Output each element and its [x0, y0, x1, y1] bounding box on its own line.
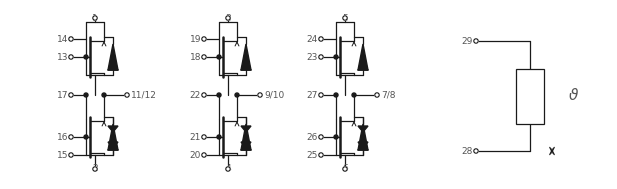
- Text: 15: 15: [57, 150, 68, 160]
- Circle shape: [202, 37, 206, 41]
- Text: 6: 6: [342, 164, 348, 173]
- Circle shape: [343, 16, 347, 20]
- Text: 28: 28: [462, 146, 473, 156]
- Circle shape: [319, 135, 323, 139]
- Circle shape: [69, 153, 73, 157]
- Polygon shape: [108, 142, 118, 148]
- Text: 5: 5: [342, 14, 348, 23]
- Circle shape: [217, 135, 221, 139]
- Text: 20: 20: [189, 150, 201, 160]
- Circle shape: [334, 55, 338, 59]
- Text: 17: 17: [57, 91, 68, 99]
- Circle shape: [202, 153, 206, 157]
- Polygon shape: [358, 126, 368, 132]
- Text: 11/12: 11/12: [131, 91, 157, 99]
- Text: $\vartheta$: $\vartheta$: [568, 87, 579, 103]
- Text: 19: 19: [189, 35, 201, 43]
- Circle shape: [375, 93, 379, 97]
- Circle shape: [226, 167, 230, 171]
- Polygon shape: [358, 44, 368, 70]
- Circle shape: [69, 55, 73, 59]
- Text: 22: 22: [190, 91, 201, 99]
- Circle shape: [102, 93, 106, 97]
- Circle shape: [217, 93, 221, 97]
- Circle shape: [93, 16, 97, 20]
- Text: 1: 1: [92, 14, 98, 23]
- Text: 14: 14: [57, 35, 68, 43]
- Circle shape: [69, 93, 73, 97]
- Text: 9/10: 9/10: [264, 91, 284, 99]
- Polygon shape: [108, 126, 118, 132]
- Text: 3: 3: [225, 14, 231, 23]
- Text: 23: 23: [307, 53, 318, 61]
- Circle shape: [69, 37, 73, 41]
- Text: 25: 25: [307, 150, 318, 160]
- Text: 21: 21: [189, 132, 201, 142]
- Circle shape: [84, 93, 88, 97]
- Polygon shape: [358, 142, 368, 148]
- Circle shape: [125, 93, 129, 97]
- Polygon shape: [108, 124, 118, 150]
- Circle shape: [474, 149, 478, 153]
- Text: 2: 2: [92, 164, 98, 173]
- Circle shape: [202, 55, 206, 59]
- Circle shape: [343, 167, 347, 171]
- Circle shape: [217, 55, 221, 59]
- Circle shape: [319, 153, 323, 157]
- Text: 13: 13: [57, 53, 68, 61]
- Circle shape: [69, 135, 73, 139]
- Text: 7/8: 7/8: [381, 91, 395, 99]
- Circle shape: [319, 55, 323, 59]
- Text: 16: 16: [57, 132, 68, 142]
- Polygon shape: [108, 44, 118, 70]
- Circle shape: [93, 167, 97, 171]
- Circle shape: [334, 135, 338, 139]
- Text: 27: 27: [307, 91, 318, 99]
- Circle shape: [202, 135, 206, 139]
- Text: 29: 29: [462, 36, 473, 46]
- Circle shape: [84, 135, 88, 139]
- Polygon shape: [241, 124, 251, 150]
- Circle shape: [84, 55, 88, 59]
- Circle shape: [319, 37, 323, 41]
- Polygon shape: [358, 124, 368, 150]
- Polygon shape: [241, 142, 251, 148]
- Polygon shape: [241, 44, 251, 70]
- Circle shape: [258, 93, 262, 97]
- Circle shape: [474, 39, 478, 43]
- Text: 24: 24: [307, 35, 318, 43]
- Polygon shape: [241, 126, 251, 132]
- Circle shape: [202, 93, 206, 97]
- Text: 26: 26: [307, 132, 318, 142]
- Bar: [516, 68, 544, 123]
- Circle shape: [319, 93, 323, 97]
- Circle shape: [334, 93, 338, 97]
- Circle shape: [226, 16, 230, 20]
- Circle shape: [235, 93, 239, 97]
- Circle shape: [352, 93, 356, 97]
- Text: 4: 4: [225, 164, 231, 173]
- Text: 18: 18: [189, 53, 201, 61]
